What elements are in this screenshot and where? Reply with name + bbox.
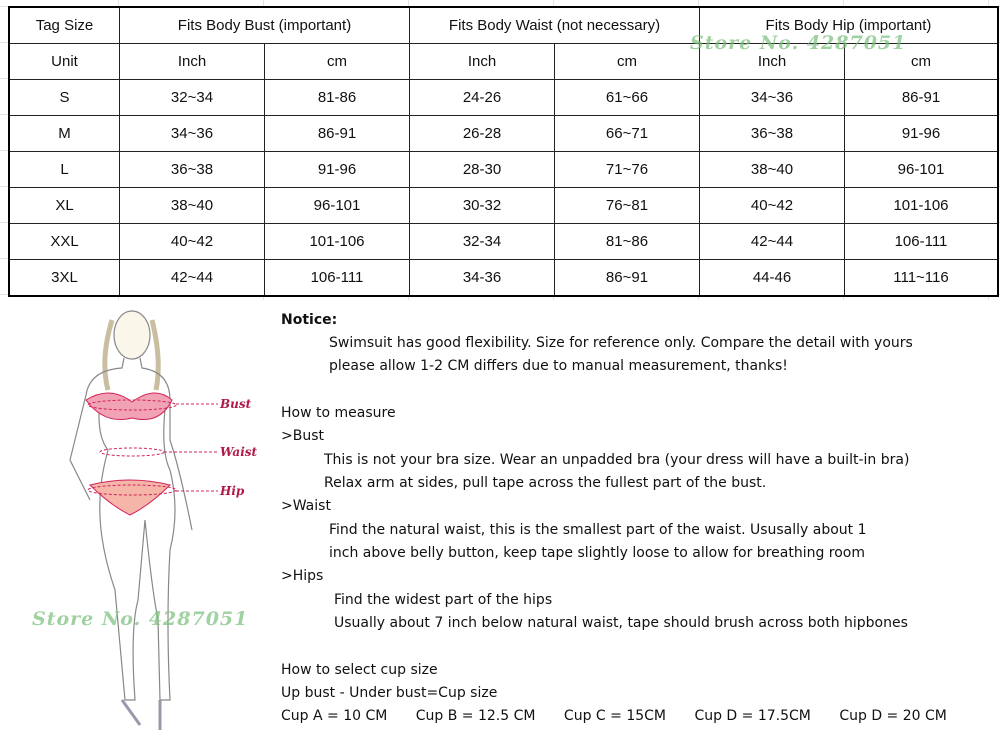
value-cell: 40~42 [699,187,845,224]
table-row: XL 38~40 96-101 30-32 76~81 40~42 101-106 [8,187,999,224]
value-cell: 101-106 [844,187,999,224]
table-row: S 32~34 81-86 24-26 61~66 34~36 86-91 [8,79,999,116]
value-cell: 34-36 [409,259,555,297]
value-cell: 28-30 [409,151,555,188]
watermark: Store No. 4287051 [690,32,907,54]
value-cell: 24-26 [409,79,555,116]
cup-title: How to select cup size [281,662,438,678]
measure-title: How to measure [281,405,396,421]
waist-line: inch above belly button, keep tape sligh… [329,545,866,561]
value-cell: 38~40 [119,187,265,224]
value-cell: 30-32 [409,187,555,224]
value-cell: 42~44 [119,259,265,297]
value-cell: 76~81 [554,187,700,224]
cup-item: Cup D = 20 CM [839,708,947,724]
bust-line: Relax arm at sides, pull tape across the… [324,475,767,491]
value-cell: 81-86 [264,79,410,116]
bust-line: This is not your bra size. Wear an unpad… [324,452,910,468]
hip-label: Hip [219,484,245,498]
value-cell: 36~38 [119,151,265,188]
value-cell: 81~86 [554,223,700,260]
waist-title: >Waist [281,498,331,514]
value-cell: 96-101 [264,187,410,224]
value-cell: 111~116 [844,259,999,297]
value-cell: 34~36 [119,115,265,152]
table-row: L 36~38 91-96 28-30 71~76 38~40 96-101 [8,151,999,188]
value-cell: 44-46 [699,259,845,297]
bust-title: >Bust [281,428,324,444]
size-cell: M [8,115,120,152]
header-cell: Tag Size [8,6,120,44]
unit-cell: cm [264,43,410,80]
value-cell: 91-96 [844,115,999,152]
value-cell: 38~40 [699,151,845,188]
cup-item: Cup A = 10 CM [281,708,388,724]
waist-label: Waist [220,445,258,459]
size-cell: XL [8,187,120,224]
size-cell: 3XL [8,259,120,297]
value-cell: 91-96 [264,151,410,188]
value-cell: 42~44 [699,223,845,260]
cup-item: Cup B = 12.5 CM [415,708,536,724]
value-cell: 61~66 [554,79,700,116]
value-cell: 32-34 [409,223,555,260]
size-cell: XXL [8,223,120,260]
value-cell: 106-111 [264,259,410,297]
value-cell: 101-106 [264,223,410,260]
hips-line: Find the widest part of the hips [334,592,553,608]
size-cell: S [8,79,120,116]
unit-cell: Unit [8,43,120,80]
unit-cell: Inch [409,43,555,80]
value-cell: 66~71 [554,115,700,152]
size-chart-table: Tag Size Fits Body Bust (important) Fits… [8,6,999,297]
body-measurement-figure: Bust Waist Hip [69,310,258,730]
hips-title: >Hips [281,568,324,584]
header-cell: Fits Body Bust (important) [119,6,410,44]
cup-item: Cup C = 15CM [563,708,666,724]
bust-label: Bust [219,397,252,411]
value-cell: 34~36 [699,79,845,116]
value-cell: 86-91 [844,79,999,116]
unit-cell: cm [844,43,999,80]
size-cell: L [8,151,120,188]
value-cell: 96-101 [844,151,999,188]
cup-list: Cup A = 10 CM Cup B = 12.5 CM Cup C = 15… [281,708,971,724]
table-row: M 34~36 86-91 26-28 66~71 36~38 91-96 [8,115,999,152]
value-cell: 40~42 [119,223,265,260]
watermark: Store No. 4287051 [32,608,249,630]
cup-item: Cup D = 17.5CM [694,708,811,724]
value-cell: 32~34 [119,79,265,116]
hips-line: Usually about 7 inch below natural waist… [334,615,908,631]
unit-cell: Inch [119,43,265,80]
header-cell: Fits Body Waist (not necessary) [409,6,700,44]
value-cell: 106-111 [844,223,999,260]
notice-line: please allow 1-2 CM differs due to manua… [329,358,788,374]
value-cell: 86-91 [264,115,410,152]
waist-line: Find the natural waist, this is the smal… [329,522,867,538]
notice-line: Swimsuit has good flexibility. Size for … [329,335,913,351]
value-cell: 86~91 [554,259,700,297]
table-row: 3XL 42~44 106-111 34-36 86~91 44-46 111~116 [8,259,999,297]
unit-row: Unit Inch cm Inch cm Inch cm [8,43,999,80]
notice-title: Notice: [281,312,338,328]
value-cell: 26-28 [409,115,555,152]
value-cell: 71~76 [554,151,700,188]
table-row: XXL 40~42 101-106 32-34 81~86 42~44 106-111 [8,223,999,260]
value-cell: 36~38 [699,115,845,152]
notes-section: Notice: Swimsuit has good flexibility. S… [0,300,1000,750]
cup-formula: Up bust - Under bust=Cup size [281,685,498,701]
unit-cell: cm [554,43,700,80]
